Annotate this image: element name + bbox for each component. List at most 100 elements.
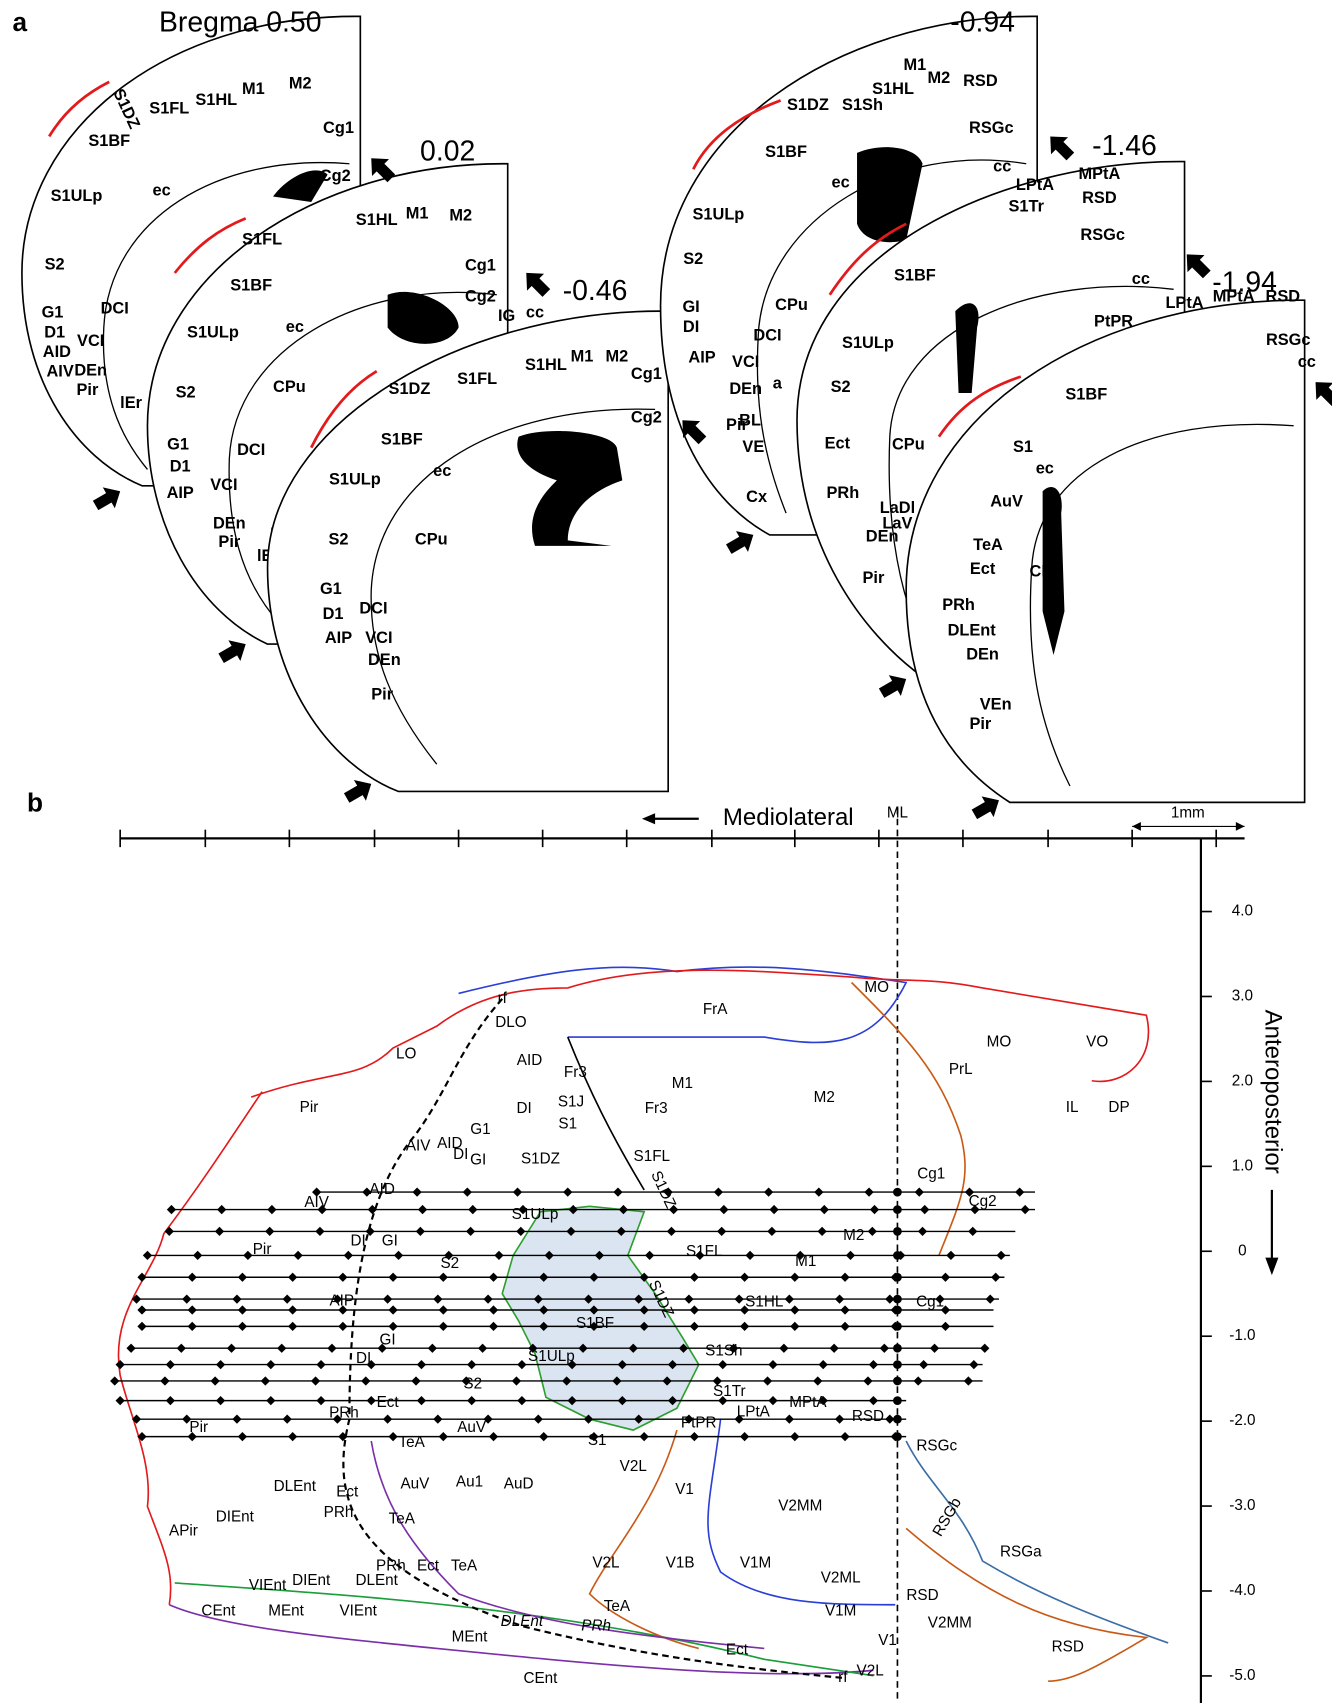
region-label: VCI bbox=[732, 353, 759, 371]
section-point bbox=[338, 1272, 348, 1282]
section-point bbox=[666, 1226, 677, 1237]
region-label: ec bbox=[832, 174, 850, 192]
region-label: VCI bbox=[77, 332, 104, 350]
section-point bbox=[562, 1376, 572, 1386]
section-point bbox=[868, 1395, 879, 1406]
midline-point bbox=[893, 1432, 902, 1441]
region-label: AID bbox=[437, 1135, 462, 1152]
region-label: Cg1 bbox=[916, 1293, 944, 1310]
section-point bbox=[678, 1343, 689, 1353]
region-label: CPu bbox=[415, 531, 448, 549]
x-axis-label: Mediolateral bbox=[723, 804, 854, 831]
region-label: TeA bbox=[973, 536, 1003, 554]
section-point bbox=[110, 1376, 120, 1386]
section-point bbox=[327, 1343, 337, 1353]
section-point bbox=[784, 1294, 794, 1304]
section-point bbox=[444, 1250, 454, 1261]
section-point bbox=[840, 1321, 850, 1332]
section-point bbox=[634, 1294, 644, 1304]
section-point bbox=[719, 1204, 729, 1215]
midline-point bbox=[893, 1343, 902, 1353]
region-label: BL bbox=[739, 412, 761, 430]
region-label: CPu bbox=[273, 378, 306, 396]
section-point bbox=[829, 1343, 839, 1353]
midline-point bbox=[893, 1187, 902, 1197]
arrow bbox=[1050, 136, 1075, 161]
section-point bbox=[885, 1294, 895, 1304]
region-label: S1HL bbox=[195, 91, 237, 109]
region-label: cc bbox=[1132, 270, 1150, 288]
section-point bbox=[266, 1395, 276, 1406]
region-label: S2 bbox=[45, 256, 65, 274]
region-label: S1BF bbox=[381, 430, 423, 448]
section-point bbox=[867, 1226, 877, 1237]
section-point bbox=[734, 1414, 744, 1424]
section-point bbox=[317, 1204, 327, 1215]
section-point bbox=[366, 1395, 376, 1406]
section-point bbox=[969, 1359, 979, 1370]
section-point bbox=[639, 1272, 649, 1282]
section-point bbox=[566, 1226, 576, 1237]
region-label: M2 bbox=[928, 69, 951, 87]
section-point bbox=[996, 1250, 1006, 1261]
ventricle bbox=[387, 291, 459, 344]
section-point bbox=[885, 1414, 895, 1424]
section-point bbox=[589, 1272, 599, 1282]
cortex-border bbox=[937, 375, 1022, 438]
section-point bbox=[695, 1250, 705, 1261]
section-point bbox=[411, 1376, 421, 1386]
section-title: Bregma 0.50 bbox=[159, 7, 321, 39]
region-label: Ect bbox=[726, 1642, 749, 1659]
region-label: V1B bbox=[666, 1554, 695, 1571]
midline-point bbox=[893, 1414, 902, 1424]
section-point bbox=[819, 1204, 829, 1215]
region-label: Cg1 bbox=[323, 119, 354, 137]
region-label: M2 bbox=[449, 206, 472, 224]
section-point bbox=[768, 1395, 778, 1406]
arrow bbox=[726, 531, 754, 554]
region-label: MEnt bbox=[268, 1602, 304, 1619]
external-capsule bbox=[1029, 423, 1294, 787]
region-label: GI bbox=[470, 1151, 486, 1168]
section-title: -1.94 bbox=[1212, 266, 1277, 298]
section-point bbox=[187, 1321, 197, 1332]
region-label: S1FL bbox=[242, 230, 282, 248]
region-label: DCI bbox=[359, 599, 387, 617]
region-label: DI bbox=[516, 1100, 531, 1117]
region-label: CPu bbox=[892, 436, 925, 454]
arrow bbox=[1186, 254, 1211, 279]
section-point bbox=[689, 1432, 700, 1442]
region-label: CPu bbox=[775, 296, 808, 314]
section-point bbox=[589, 1321, 599, 1332]
region-label: Ect bbox=[417, 1558, 440, 1575]
section-title: -1.46 bbox=[1092, 130, 1157, 162]
section-point bbox=[713, 1187, 724, 1197]
region-label: DLEnt bbox=[501, 1613, 544, 1630]
section-point bbox=[970, 1204, 980, 1215]
arrow bbox=[878, 675, 907, 698]
section-point bbox=[528, 1343, 538, 1353]
region-label: V1 bbox=[675, 1481, 694, 1498]
region-label: PRh bbox=[942, 596, 975, 614]
region-label: DP bbox=[1108, 1099, 1129, 1116]
section-point bbox=[539, 1432, 549, 1442]
cortex-border bbox=[173, 217, 247, 274]
section-point bbox=[628, 1343, 638, 1353]
section-point bbox=[343, 1250, 353, 1261]
section-point bbox=[567, 1395, 577, 1406]
region-label: GI bbox=[682, 298, 699, 316]
region-label: M1 bbox=[672, 1075, 693, 1092]
region-label: S2 bbox=[463, 1375, 482, 1392]
region-label: S1BF bbox=[765, 143, 807, 161]
region-label: Pir bbox=[969, 715, 991, 733]
midline-point bbox=[893, 1227, 902, 1236]
section-point bbox=[267, 1204, 277, 1215]
section-point bbox=[467, 1395, 477, 1406]
region-label: LPtA bbox=[1016, 176, 1054, 194]
section-point bbox=[667, 1395, 678, 1406]
region-label: PRh bbox=[826, 484, 859, 502]
section-point bbox=[237, 1272, 248, 1282]
section-point bbox=[512, 1187, 523, 1197]
